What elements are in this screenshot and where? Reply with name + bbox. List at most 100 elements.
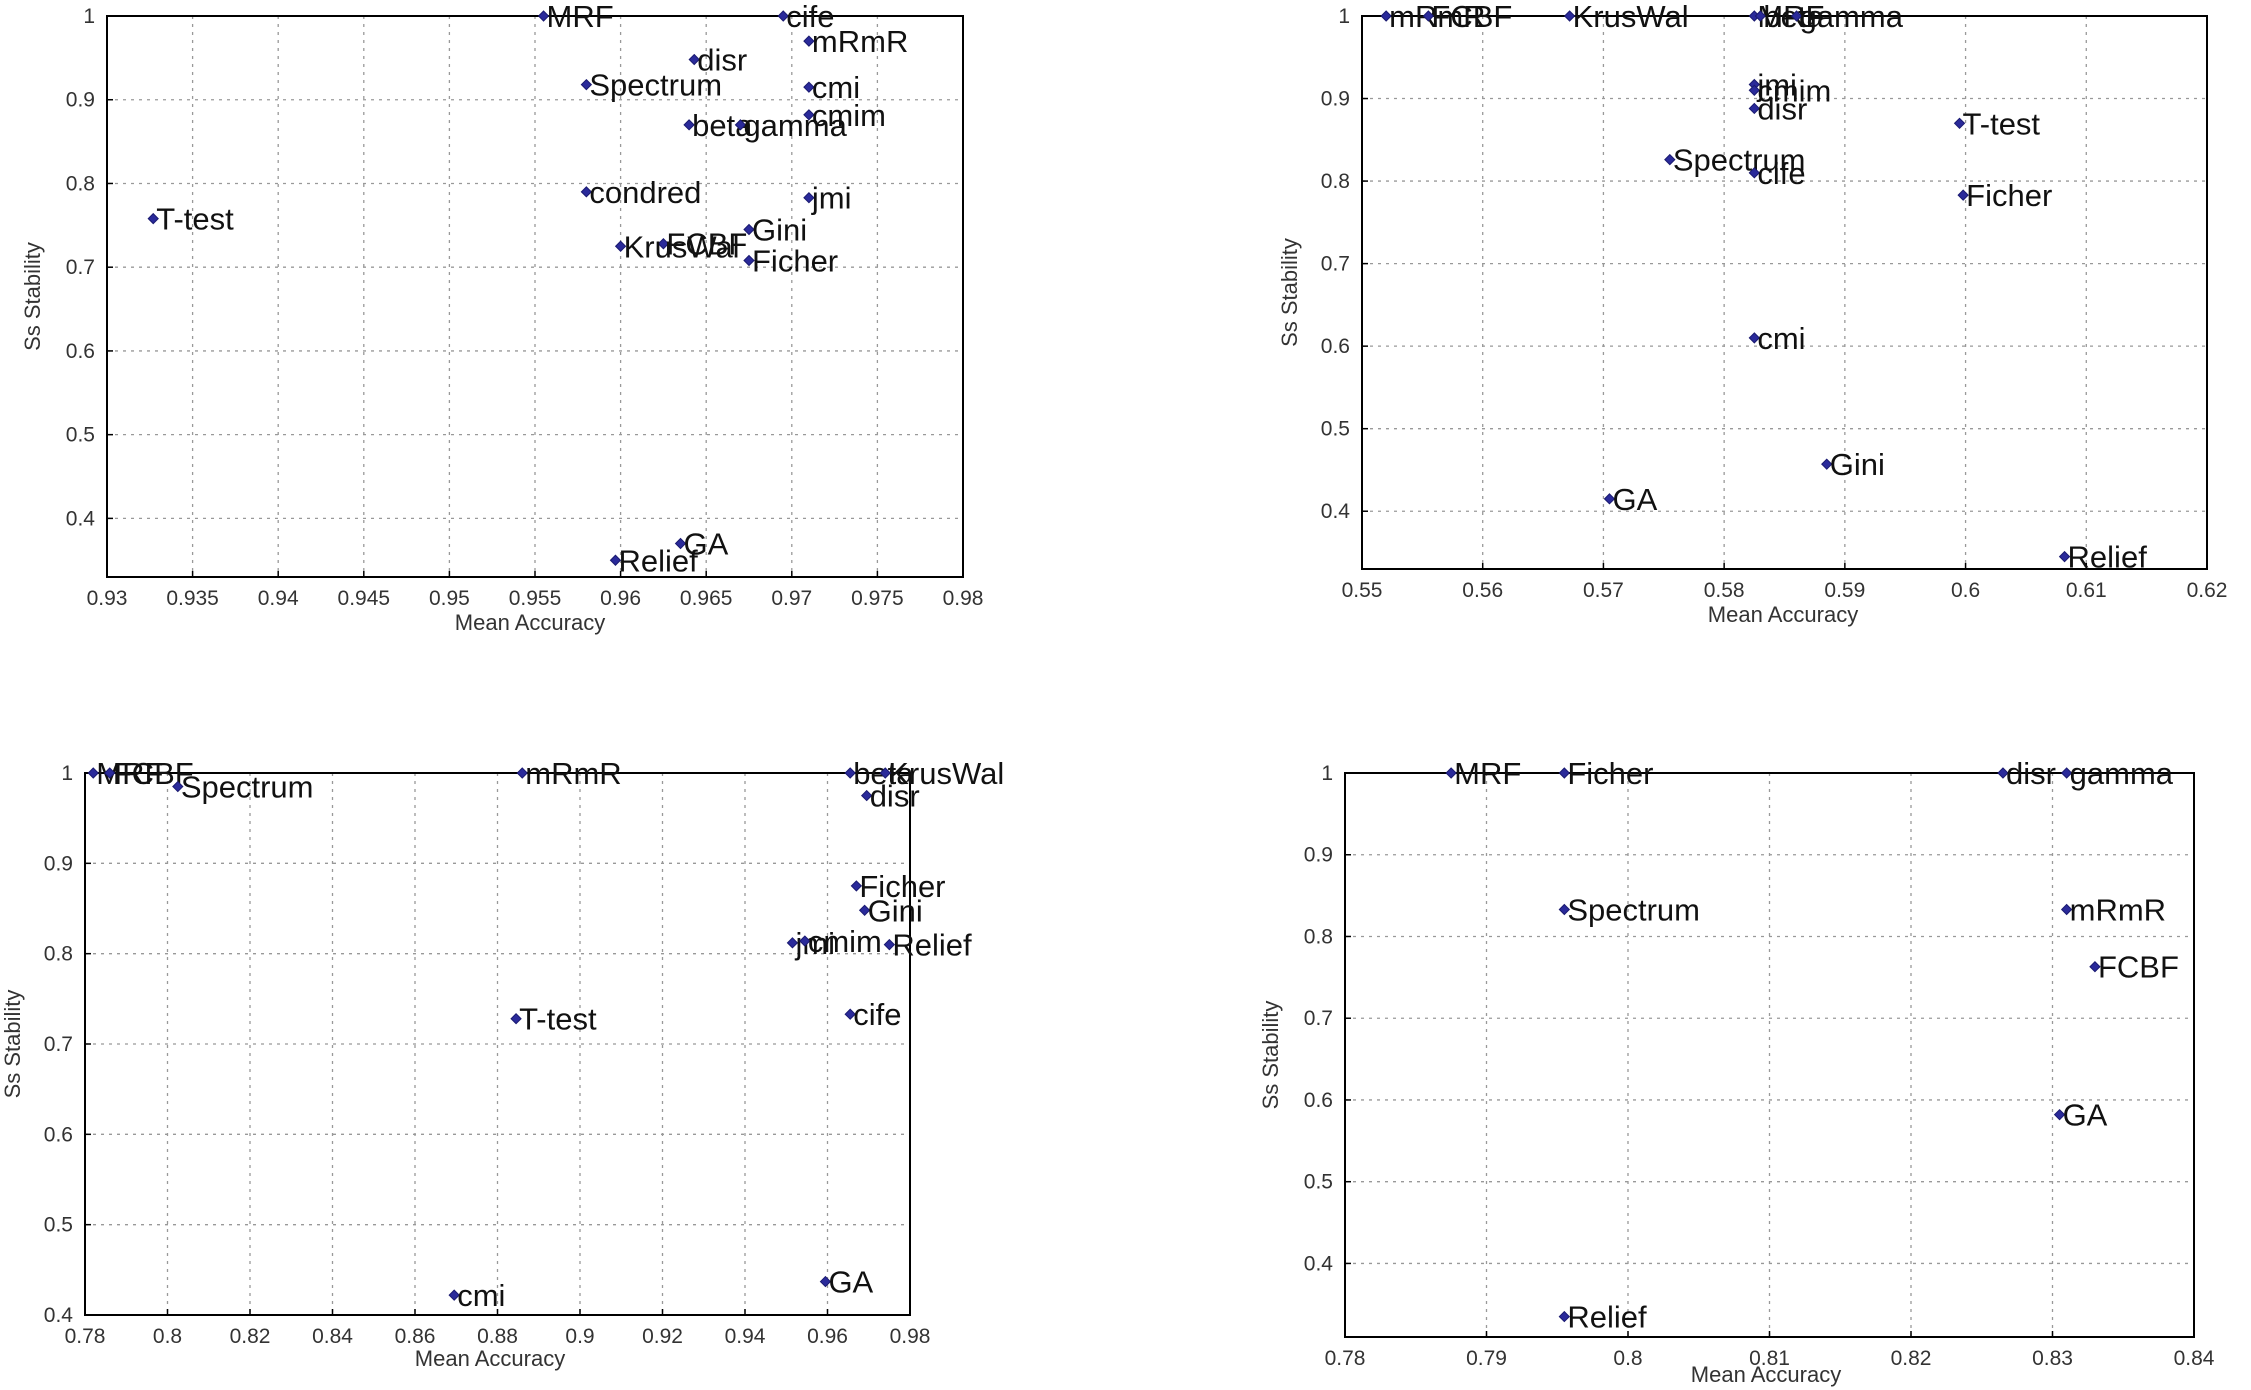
data-point-marker xyxy=(1748,102,1761,115)
x-tick-label: 0.78 xyxy=(1325,1347,1366,1370)
y-tick-label: 0.9 xyxy=(1321,88,1350,111)
data-point-label: KrusWal xyxy=(624,229,740,264)
x-axis-label: Mean Accuracy xyxy=(1691,1362,1841,1387)
data-point-label: Relief xyxy=(618,543,698,578)
data-point-marker xyxy=(537,10,550,22)
data-point-label: cmim xyxy=(808,924,882,959)
y-tick-label: 0.5 xyxy=(66,424,95,447)
data-point-label: Gini xyxy=(1830,447,1885,482)
data-point-marker xyxy=(883,938,896,951)
data-point-marker xyxy=(819,1275,832,1288)
data-point-marker xyxy=(1558,767,1571,779)
scatter-plot-1: 0.93 0.935 0.94 0.945 0.95 0.955 0.96 0.965 0.97… xyxy=(20,0,983,635)
x-tick-label: 0.55 xyxy=(1342,579,1383,602)
x-tick-label: 0.88 xyxy=(477,1325,518,1348)
data-point-marker xyxy=(850,880,863,892)
data-point-marker xyxy=(688,53,700,66)
data-point-marker xyxy=(1558,1310,1571,1323)
data-point-marker xyxy=(1445,767,1457,779)
y-tick-label: 0.5 xyxy=(44,1214,73,1237)
data-point-marker xyxy=(844,767,856,779)
data-point-marker xyxy=(510,1013,522,1025)
data-point-label: Ficher xyxy=(859,869,945,904)
x-tick-label: 0.83 xyxy=(2032,1347,2073,1370)
data-point-marker xyxy=(743,223,755,236)
scatter-plot-4: 0.78 0.79 0.8 0.81 0.82 0.83 0.840.40.50.60.70… xyxy=(1258,756,2215,1387)
data-point-label: cmi xyxy=(457,1278,505,1313)
data-point-marker xyxy=(1997,767,2009,779)
data-point-label: jmi xyxy=(1756,68,1797,103)
data-point-label: Relief xyxy=(2068,540,2148,575)
data-point-marker xyxy=(1790,10,1803,22)
data-point-label: FCBF xyxy=(666,227,747,262)
data-point-label: cife xyxy=(786,0,834,34)
data-point-marker xyxy=(614,240,627,252)
x-tick-label: 0.92 xyxy=(642,1325,683,1348)
scatter-plot-2: 0.55 0.56 0.57 0.58 0.59 0.6 0.61 0.620.40.50.6… xyxy=(1277,0,2227,627)
data-point-marker xyxy=(879,767,891,779)
data-point-label: condred xyxy=(589,175,701,210)
data-point-marker xyxy=(674,537,687,550)
data-point-label: mRmR xyxy=(2070,893,2166,928)
data-point-marker xyxy=(657,238,670,250)
plot-frame xyxy=(84,772,911,1316)
y-tick-label: 0.8 xyxy=(1304,925,1333,948)
x-tick-label: 0.98 xyxy=(890,1325,931,1348)
data-point-label: FCBF xyxy=(1431,0,1512,34)
data-point-label: cmim xyxy=(1757,73,1831,108)
y-tick-label: 0.6 xyxy=(1304,1089,1333,1112)
y-tick-label: 0.4 xyxy=(44,1304,74,1327)
x-tick-label: 0.8 xyxy=(1613,1347,1642,1370)
x-tick-label: 0.56 xyxy=(1462,579,1503,602)
data-point-marker xyxy=(734,119,747,131)
data-point-label: mRmR xyxy=(525,756,621,791)
x-axis-label: Mean Accuracy xyxy=(1708,602,1858,627)
data-point-label: Spectrum xyxy=(1567,893,1700,928)
data-point-label: gamma xyxy=(743,108,847,143)
x-tick-label: 0.58 xyxy=(1704,579,1745,602)
y-tick-label: 1 xyxy=(61,762,73,785)
x-tick-label: 0.94 xyxy=(725,1325,766,1348)
data-point-label: MRF xyxy=(547,0,614,34)
x-tick-label: 0.935 xyxy=(166,587,219,610)
data-point-label: gamma xyxy=(2070,756,2174,791)
y-tick-label: 0.8 xyxy=(66,172,95,195)
data-point-marker xyxy=(1603,493,1616,505)
x-tick-label: 0.94 xyxy=(258,587,299,610)
data-point-marker xyxy=(858,904,871,917)
x-tick-label: 0.86 xyxy=(395,1325,436,1348)
y-tick-label: 0.6 xyxy=(1321,335,1350,358)
x-tick-label: 0.81 xyxy=(1749,1347,1790,1370)
x-tick-label: 0.96 xyxy=(600,587,641,610)
data-point-marker xyxy=(2060,903,2073,916)
x-tick-label: 0.57 xyxy=(1583,579,1624,602)
x-tick-label: 0.78 xyxy=(65,1325,106,1348)
data-point-marker xyxy=(860,789,873,802)
data-point-marker xyxy=(87,767,99,779)
data-point-label: FCBF xyxy=(2098,950,2179,985)
data-point-label: cife xyxy=(853,997,901,1032)
data-point-label: T-test xyxy=(519,1002,597,1037)
x-tick-label: 0.84 xyxy=(2174,1347,2215,1370)
x-tick-label: 0.96 xyxy=(807,1325,848,1348)
y-tick-label: 0.4 xyxy=(66,507,96,530)
x-tick-label: 0.8 xyxy=(153,1325,182,1348)
data-point-marker xyxy=(104,767,116,779)
data-point-marker xyxy=(1821,458,1833,470)
y-tick-label: 1 xyxy=(1321,762,1333,785)
plot-frame xyxy=(1344,772,2195,1338)
data-point-marker xyxy=(1664,153,1676,166)
data-point-marker xyxy=(1748,84,1761,96)
x-tick-label: 0.945 xyxy=(338,587,391,610)
data-point-label: jmi xyxy=(794,926,835,961)
data-point-marker xyxy=(803,191,815,204)
data-point-label: cmi xyxy=(1757,321,1805,356)
data-point-label: MRF xyxy=(1757,0,1824,34)
data-point-label: Spectrum xyxy=(589,68,722,103)
data-point-marker xyxy=(803,109,815,121)
y-tick-label: 0.9 xyxy=(1304,844,1333,867)
x-tick-label: 0.6 xyxy=(1951,579,1980,602)
x-tick-label: 0.84 xyxy=(312,1325,353,1348)
data-point-marker xyxy=(2060,767,2073,779)
data-point-marker xyxy=(1957,189,1969,201)
